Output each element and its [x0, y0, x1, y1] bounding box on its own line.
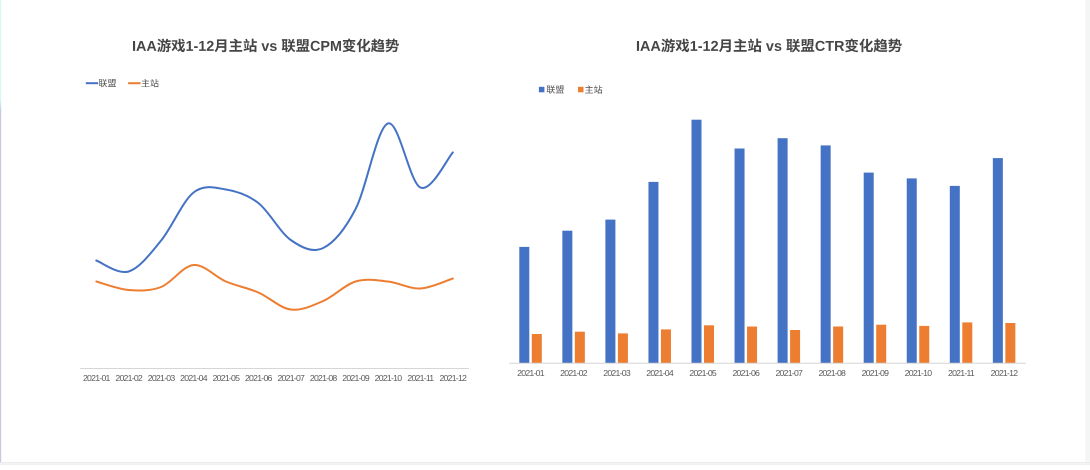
svg-text:2021-11: 2021-11: [407, 373, 434, 383]
svg-text:2021-07: 2021-07: [277, 373, 305, 383]
svg-text:2021-01: 2021-01: [517, 368, 545, 378]
svg-text:2021-09: 2021-09: [342, 373, 370, 383]
svg-text:2021-01: 2021-01: [83, 373, 111, 383]
svg-text:2021-05: 2021-05: [213, 373, 241, 383]
svg-text:2021-06: 2021-06: [732, 368, 760, 378]
svg-text:2021-04: 2021-04: [180, 373, 208, 383]
svg-text:2021-04: 2021-04: [646, 368, 674, 378]
svg-text:2021-02: 2021-02: [115, 373, 143, 383]
svg-text:2021-03: 2021-03: [148, 373, 176, 383]
svg-text:2021-08: 2021-08: [310, 373, 338, 383]
svg-text:2021-03: 2021-03: [603, 368, 631, 378]
svg-text:2021-07: 2021-07: [775, 368, 803, 378]
svg-text:2021-08: 2021-08: [818, 368, 846, 378]
svg-text:2021-02: 2021-02: [560, 368, 588, 378]
svg-text:2021-10: 2021-10: [375, 373, 403, 383]
svg-text:2021-09: 2021-09: [862, 368, 890, 378]
svg-text:2021-05: 2021-05: [689, 368, 717, 378]
svg-text:2021-11: 2021-11: [948, 368, 975, 378]
svg-text:2021-10: 2021-10: [905, 368, 933, 378]
svg-text:2021-12: 2021-12: [439, 373, 467, 383]
svg-text:2021-12: 2021-12: [991, 368, 1019, 378]
svg-text:2021-06: 2021-06: [245, 373, 273, 383]
